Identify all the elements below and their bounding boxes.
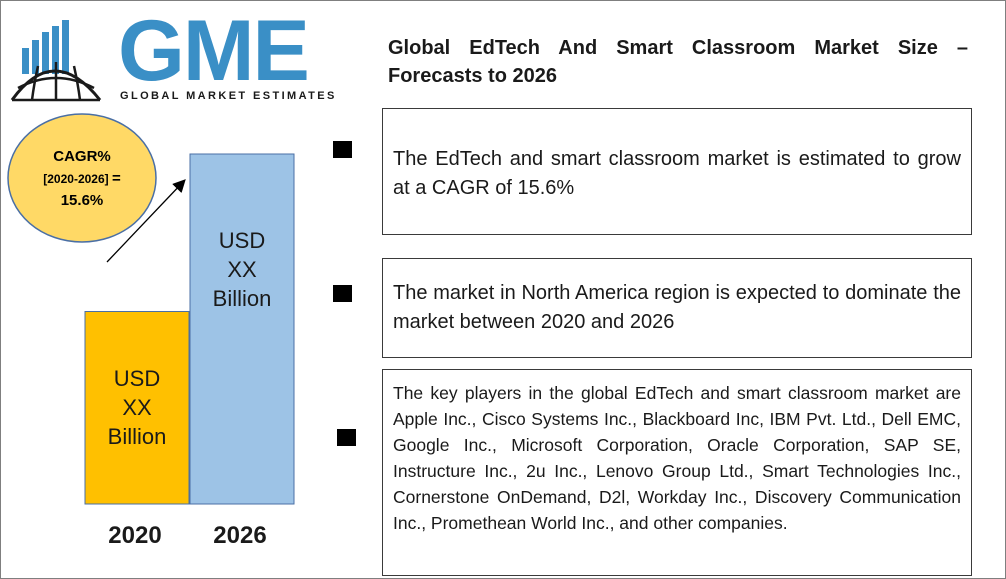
bar-label-line: USD xyxy=(218,227,266,253)
cagr-bubble xyxy=(7,113,157,243)
bar-label-line: Billion xyxy=(107,424,167,450)
bar-2020 xyxy=(84,311,190,505)
bar-label-line: Billion xyxy=(212,285,272,311)
info-text-cagr: The EdTech and smart classroom market is… xyxy=(393,148,961,199)
globe-bars-icon xyxy=(10,20,102,102)
cagr-label: CAGR% xyxy=(53,148,111,165)
info-text-region: The market in North America region is ex… xyxy=(393,282,961,333)
info-box-region: The market in North America region is ex… xyxy=(382,258,972,358)
info-box-cagr: The EdTech and smart classroom market is… xyxy=(382,108,972,235)
info-box-players: The key players in the global EdTech and… xyxy=(382,369,972,576)
bar-label-line: XX xyxy=(227,256,257,282)
logo-letters: GME xyxy=(118,3,310,99)
bar-label-2026: USD XX Billion xyxy=(190,226,294,313)
logo-tagline: GLOBAL MARKET ESTIMATES xyxy=(120,90,337,102)
x-tick-label-2026: 2026 xyxy=(213,522,267,549)
bar-label-line: USD xyxy=(113,366,161,392)
bullet-marker-1 xyxy=(333,141,352,158)
page-title: Global EdTech And Smart Classroom Market… xyxy=(388,37,968,87)
bullet-marker-2 xyxy=(333,285,352,302)
cagr-text: CAGR% [2020-2026] = 15.6% xyxy=(8,146,156,212)
bar-label-line: XX xyxy=(122,395,152,421)
gme-logo: GME GLOBAL MARKET ESTIMATES xyxy=(8,8,343,106)
bar-label-2020: USD XX Billion xyxy=(85,364,189,451)
cagr-period-line: [2020-2026] = xyxy=(8,168,156,190)
cagr-equals: = xyxy=(111,170,121,187)
growth-arrow xyxy=(106,179,186,263)
info-text-players: The key players in the global EdTech and… xyxy=(393,383,961,533)
bar-2026 xyxy=(189,153,295,505)
bullet-marker-3 xyxy=(337,429,356,446)
cagr-period: [2020-2026] xyxy=(43,172,109,186)
cagr-value: 15.6% xyxy=(60,192,104,209)
x-tick-label-2020: 2020 xyxy=(108,522,162,549)
